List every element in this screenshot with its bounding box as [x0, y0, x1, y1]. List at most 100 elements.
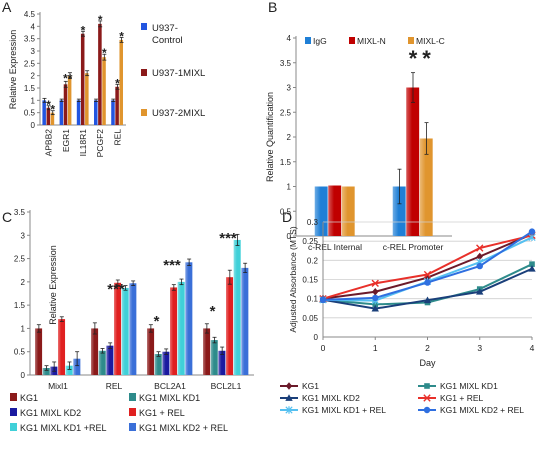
y-tick-label: 0 — [287, 232, 292, 241]
legend-marker — [423, 394, 431, 402]
bar — [392, 186, 406, 236]
bar — [203, 328, 211, 375]
legend-swatch — [141, 109, 147, 116]
legend-swatch — [349, 37, 355, 44]
data-point — [372, 287, 379, 296]
x-category-label: Mixl1 — [48, 381, 68, 391]
data-point — [372, 301, 379, 308]
legend-swatch — [129, 393, 136, 401]
x-tick-label: 3 — [477, 343, 482, 353]
legend-entry — [141, 69, 147, 76]
legend-label: KG1 MIXL KD2 + REL — [440, 405, 524, 415]
bar — [50, 112, 55, 125]
x-category-label: PCGF2 — [95, 129, 105, 158]
x-category-label: IL18R1 — [78, 129, 88, 157]
legend-label: U937-Control — [152, 23, 183, 46]
y-axis-label: Relative Expression — [48, 245, 58, 325]
y-tick-label: 2.5 — [14, 255, 26, 264]
y-tick-label: 0.5 — [14, 348, 26, 357]
legend-label: MIXL-C — [416, 36, 445, 46]
y-tick-label: 1.5 — [14, 301, 26, 310]
y-tick-label: 1.5 — [280, 158, 292, 167]
bar — [233, 239, 241, 375]
y-tick-label: 4 — [287, 34, 292, 43]
y-tick-label: 0.05 — [302, 314, 318, 323]
bar — [241, 267, 249, 375]
legend-swatch — [10, 408, 17, 416]
bar — [419, 138, 433, 236]
data-point — [371, 304, 379, 312]
bar — [58, 319, 66, 375]
x-tick-label: 1 — [373, 343, 378, 353]
significance-star: * — [409, 46, 418, 71]
y-tick-label: 2 — [287, 133, 292, 142]
y-tick-label: 1 — [31, 96, 36, 105]
significance-star: * — [102, 46, 107, 60]
bar — [328, 185, 342, 236]
series-group — [319, 228, 536, 304]
data-point — [476, 252, 483, 261]
y-tick-label: 3 — [21, 231, 26, 240]
y-tick-label: 0 — [314, 333, 319, 342]
y-tick-label: 3.5 — [14, 208, 26, 217]
y-tick-label: 3.5 — [280, 59, 292, 68]
data-point — [476, 244, 484, 252]
bar — [147, 328, 155, 375]
y-tick-label: 0.3 — [307, 218, 319, 227]
legend-label: MIXL-N — [357, 36, 386, 46]
significance-star: ** — [63, 71, 73, 85]
significance-star: * — [422, 46, 431, 71]
data-point — [529, 261, 535, 267]
bar — [98, 350, 106, 375]
bar — [65, 365, 73, 375]
legend-label-line: U937- — [152, 23, 178, 34]
legend-label: KG1 MIXL KD1 — [440, 381, 498, 391]
y-tick-label: 3 — [31, 47, 36, 56]
bar — [73, 358, 81, 375]
legend-swatch — [129, 423, 136, 431]
bar — [59, 100, 64, 125]
data-point — [424, 279, 431, 286]
bar — [154, 354, 162, 375]
data-point — [371, 279, 379, 288]
bar — [102, 57, 106, 125]
significance-star: * — [81, 23, 86, 37]
bar — [63, 84, 68, 125]
bar — [210, 340, 218, 375]
data-point — [423, 270, 432, 279]
x-tick-label: 0 — [321, 343, 326, 353]
y-tick-label: 0.2 — [307, 256, 319, 265]
x-category-label: BCL2A1 — [154, 381, 186, 391]
significance-star: * — [154, 313, 160, 330]
y-tick-label: 2.5 — [280, 108, 292, 117]
y-axis-label: Relative Expression — [8, 30, 18, 110]
bar — [185, 262, 193, 375]
legend-swatch — [141, 69, 147, 76]
significance-star: * — [46, 98, 51, 112]
x-category-label: REL — [112, 129, 122, 146]
legend-label: IgG — [313, 36, 327, 46]
legend-label: KG1 — [302, 381, 319, 391]
y-tick-label: 1.5 — [24, 84, 36, 93]
legend-label: U937-2MIXL — [152, 108, 205, 119]
significance-star: *** — [107, 281, 125, 298]
data-point — [528, 265, 536, 272]
bar — [111, 100, 115, 125]
legend-label: KG1 + REL — [440, 393, 484, 403]
x-tick-label: 2 — [425, 343, 430, 353]
y-tick-label: 0 — [31, 121, 36, 130]
legend-swatch — [129, 408, 136, 416]
legend-marker — [423, 406, 431, 414]
legend-entry — [141, 23, 147, 30]
panel-letter: A — [2, 0, 12, 15]
significance-star: * — [210, 303, 216, 320]
legend-label: KG1 MIXL KD2 + REL — [139, 423, 228, 433]
y-tick-label: 2 — [21, 278, 26, 287]
bar — [121, 287, 129, 375]
y-tick-label: 4 — [31, 22, 36, 31]
bar — [218, 350, 226, 375]
x-category-label: BCL2L1 — [211, 381, 242, 391]
legend-label: KG1 MIXL KD1 + REL — [302, 405, 386, 415]
significance-star: * — [119, 29, 124, 43]
